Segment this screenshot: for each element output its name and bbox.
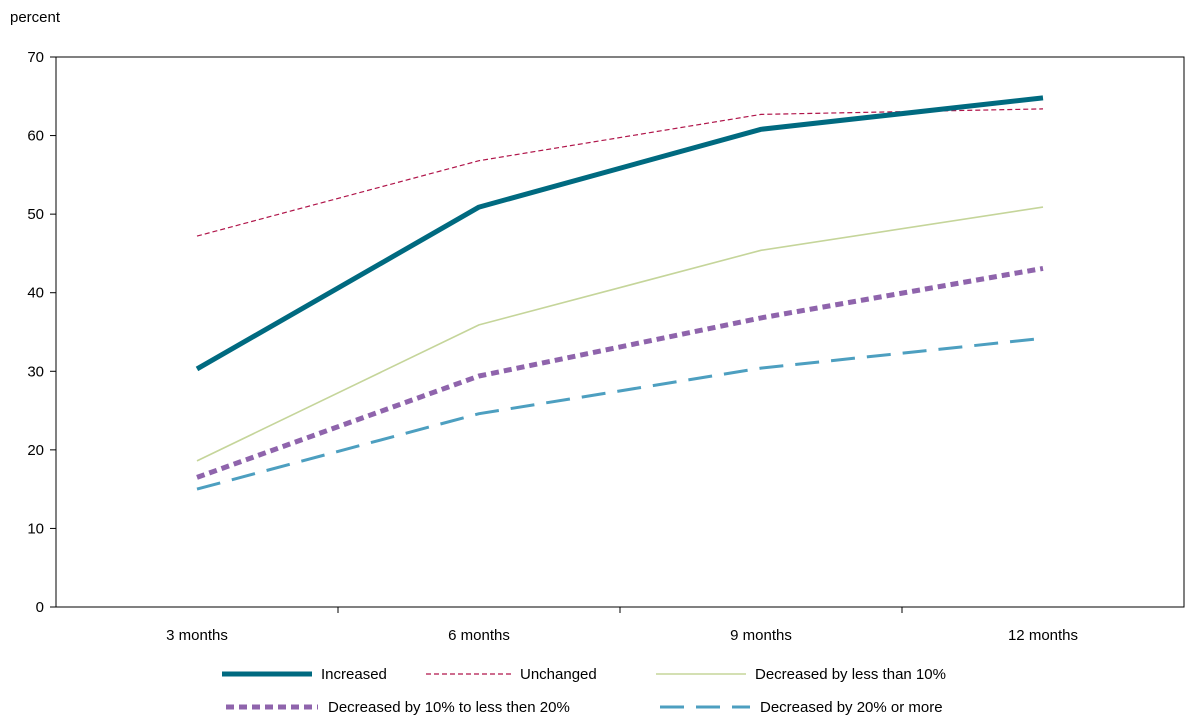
legend-label-4: Decreased by 20% or more <box>760 699 943 716</box>
y-tick-label: 70 <box>27 49 44 66</box>
y-axis-unit-label: percent <box>10 9 61 26</box>
y-tick-label: 40 <box>27 285 44 302</box>
series-line-1 <box>196 108 1044 237</box>
plot-frame <box>55 56 1185 608</box>
series-lines <box>195 95 1044 491</box>
y-axis: 0 10 20 30 40 50 60 70 <box>27 49 56 616</box>
y-tick-label: 50 <box>27 206 44 223</box>
x-axis: 3 months 6 months 9 months 12 months <box>166 607 1078 644</box>
y-tick-label: 0 <box>36 599 44 616</box>
x-tick-label: 12 months <box>1008 627 1078 644</box>
x-tick-label: 9 months <box>730 627 792 644</box>
series-line-3 <box>196 265 1044 480</box>
x-tick-label: 3 months <box>166 627 228 644</box>
legend-label-3: Decreased by 10% to less then 20% <box>328 699 570 716</box>
y-tick-label: 30 <box>27 363 44 380</box>
legend-label-1: Unchanged <box>520 666 597 683</box>
y-tick-label: 20 <box>27 442 44 459</box>
x-tick-label: 6 months <box>448 627 510 644</box>
legend-label-0: Increased <box>321 666 387 683</box>
legend: Increased Unchanged Decreased by less than… <box>222 666 946 716</box>
series-line-2 <box>196 206 1044 462</box>
y-tick-label: 10 <box>27 520 44 537</box>
series-line-4 <box>196 336 1044 491</box>
series-line-0 <box>195 95 1044 372</box>
legend-label-2: Decreased by less than 10% <box>755 666 946 683</box>
y-tick-label: 60 <box>27 128 44 145</box>
